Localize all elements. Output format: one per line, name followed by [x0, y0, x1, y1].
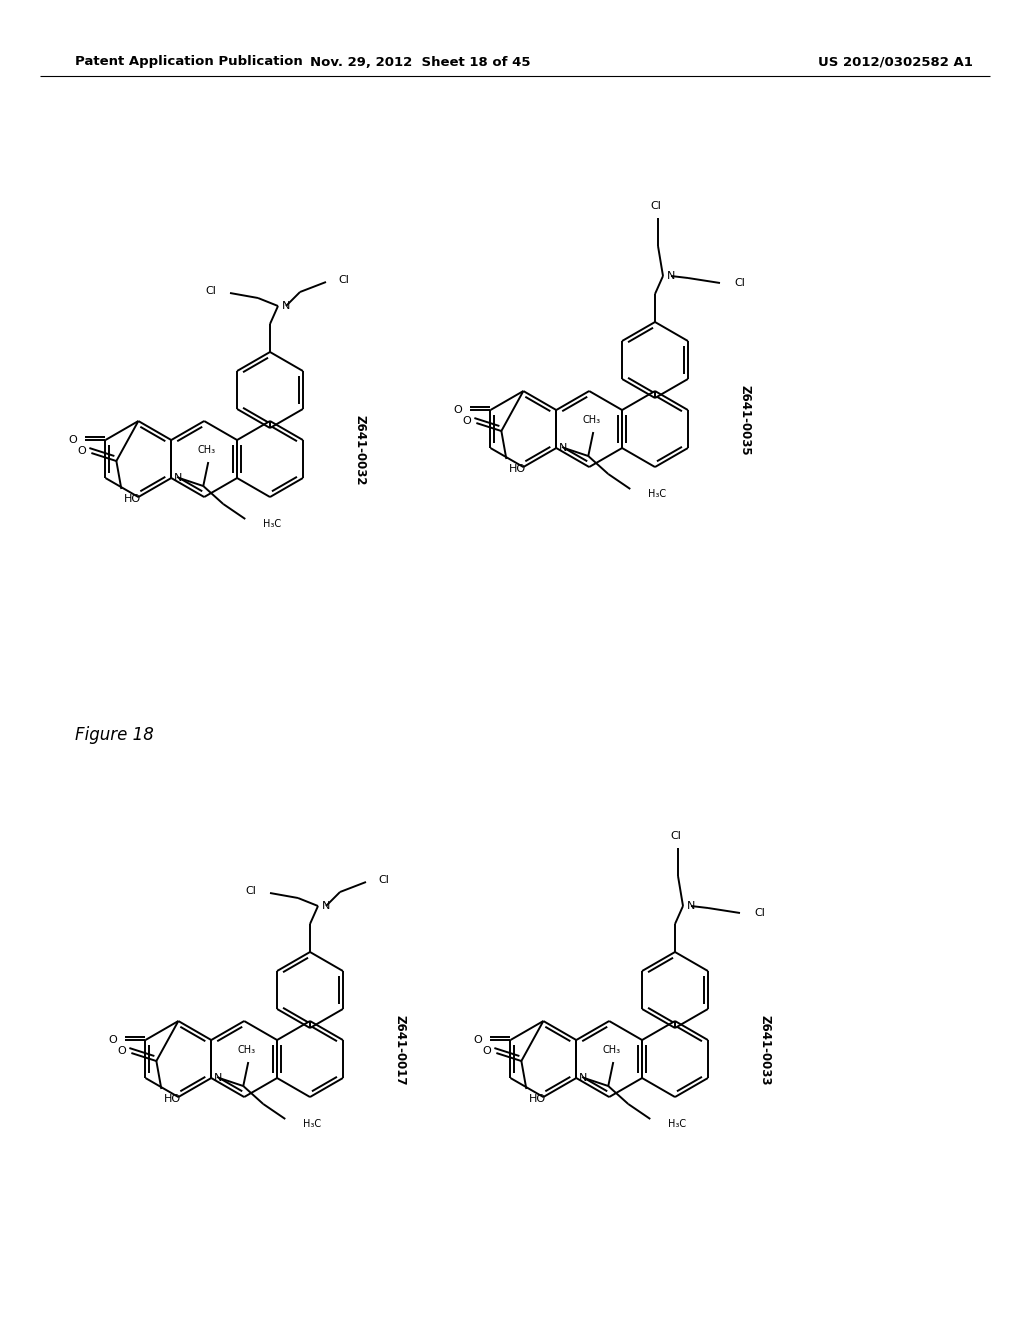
Text: Z641-0033: Z641-0033	[759, 1015, 771, 1085]
Text: H₃C: H₃C	[669, 1119, 686, 1129]
Text: CH₃: CH₃	[583, 414, 600, 425]
Text: O: O	[473, 1035, 482, 1045]
Text: N: N	[282, 301, 291, 312]
Text: Z641-0017: Z641-0017	[393, 1015, 407, 1085]
Text: US 2012/0302582 A1: US 2012/0302582 A1	[817, 55, 973, 69]
Text: N: N	[667, 271, 676, 281]
Text: N: N	[174, 473, 182, 483]
Text: N: N	[559, 444, 567, 453]
Text: O: O	[68, 436, 77, 445]
Text: Z641-0032: Z641-0032	[353, 414, 367, 486]
Text: Cl: Cl	[205, 286, 216, 296]
Text: Cl: Cl	[754, 908, 765, 917]
Text: Cl: Cl	[338, 275, 349, 285]
Text: HO: HO	[509, 465, 526, 474]
Text: HO: HO	[529, 1094, 547, 1104]
Text: O: O	[117, 1045, 126, 1056]
Text: N: N	[687, 902, 695, 911]
Text: Nov. 29, 2012  Sheet 18 of 45: Nov. 29, 2012 Sheet 18 of 45	[309, 55, 530, 69]
Text: N: N	[214, 1073, 222, 1082]
Text: O: O	[482, 1045, 490, 1056]
Text: Cl: Cl	[650, 201, 662, 211]
Text: H₃C: H₃C	[303, 1119, 322, 1129]
Text: N: N	[580, 1073, 588, 1082]
Text: H₃C: H₃C	[648, 488, 667, 499]
Text: O: O	[453, 405, 462, 414]
Text: O: O	[462, 416, 471, 426]
Text: CH₃: CH₃	[238, 1045, 255, 1055]
Text: CH₃: CH₃	[198, 445, 215, 455]
Text: HO: HO	[124, 494, 141, 504]
Text: N: N	[322, 902, 331, 911]
Text: Z641-0035: Z641-0035	[738, 384, 752, 455]
Text: Cl: Cl	[378, 875, 389, 884]
Text: Cl: Cl	[245, 886, 256, 896]
Text: CH₃: CH₃	[602, 1045, 621, 1055]
Text: Patent Application Publication: Patent Application Publication	[75, 55, 303, 69]
Text: HO: HO	[165, 1094, 181, 1104]
Text: O: O	[77, 446, 86, 455]
Text: Cl: Cl	[734, 279, 744, 288]
Text: Figure 18: Figure 18	[75, 726, 154, 744]
Text: O: O	[109, 1035, 117, 1045]
Text: H₃C: H₃C	[263, 519, 282, 529]
Text: Cl: Cl	[671, 832, 681, 841]
